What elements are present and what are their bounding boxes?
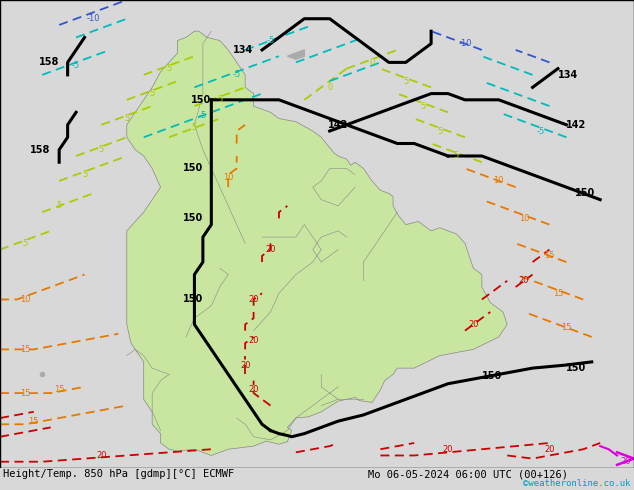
Text: 158: 158 xyxy=(30,145,51,155)
Text: 15: 15 xyxy=(544,251,555,260)
Text: 20: 20 xyxy=(249,295,259,304)
Text: 150: 150 xyxy=(183,213,203,223)
Text: 142: 142 xyxy=(328,120,348,130)
Text: 10: 10 xyxy=(493,176,504,185)
Text: 20: 20 xyxy=(620,457,631,466)
Text: Mo 06-05-2024 06:00 UTC (00+126): Mo 06-05-2024 06:00 UTC (00+126) xyxy=(368,469,567,479)
Text: 142: 142 xyxy=(566,120,586,130)
Text: -5: -5 xyxy=(198,111,207,120)
Text: 0: 0 xyxy=(370,58,375,67)
Text: 5: 5 xyxy=(167,64,172,73)
Text: -5: -5 xyxy=(537,126,545,136)
Text: 0: 0 xyxy=(327,83,332,92)
Text: 5: 5 xyxy=(150,89,155,98)
Text: 20: 20 xyxy=(519,276,529,285)
Text: 5: 5 xyxy=(99,145,104,154)
Text: 20: 20 xyxy=(265,245,276,254)
Text: 15: 15 xyxy=(29,416,39,426)
Text: 20: 20 xyxy=(240,361,250,369)
Text: -10: -10 xyxy=(458,39,472,48)
Text: 5: 5 xyxy=(192,123,197,132)
Text: 150: 150 xyxy=(191,95,211,105)
Text: 5: 5 xyxy=(454,151,459,161)
Text: -10: -10 xyxy=(86,14,100,23)
Text: 5: 5 xyxy=(437,126,442,136)
Text: 15: 15 xyxy=(561,323,572,332)
Text: Height/Temp. 850 hPa [gdmp][°C] ECMWF: Height/Temp. 850 hPa [gdmp][°C] ECMWF xyxy=(3,469,235,479)
Text: 5: 5 xyxy=(217,96,223,104)
Text: 134: 134 xyxy=(558,70,578,80)
Text: 10: 10 xyxy=(519,214,529,223)
Text: 15: 15 xyxy=(20,389,30,397)
Text: 5: 5 xyxy=(124,114,129,123)
Text: 150: 150 xyxy=(183,164,203,173)
Text: 5: 5 xyxy=(403,76,408,86)
Text: 5: 5 xyxy=(23,239,28,248)
Text: 15: 15 xyxy=(553,289,563,298)
Text: 5: 5 xyxy=(420,101,425,111)
Text: 20: 20 xyxy=(544,445,555,454)
Text: 20: 20 xyxy=(249,336,259,344)
Text: 150: 150 xyxy=(575,189,595,198)
Text: 5: 5 xyxy=(56,201,61,210)
Text: 10: 10 xyxy=(223,173,233,182)
Text: 150: 150 xyxy=(183,294,203,304)
Text: ©weatheronline.co.uk: ©weatheronline.co.uk xyxy=(523,479,631,488)
Text: -5: -5 xyxy=(266,36,275,45)
Text: 15: 15 xyxy=(54,386,65,394)
Text: 20: 20 xyxy=(443,445,453,454)
Text: 158: 158 xyxy=(39,57,59,68)
Text: 10: 10 xyxy=(20,295,30,304)
Text: 150: 150 xyxy=(482,370,502,381)
Text: 15: 15 xyxy=(20,345,30,354)
Text: 5: 5 xyxy=(82,170,87,179)
Text: 134: 134 xyxy=(233,45,254,55)
Polygon shape xyxy=(287,50,304,59)
Text: -5: -5 xyxy=(72,61,81,70)
Text: 20: 20 xyxy=(468,320,479,329)
Text: -5: -5 xyxy=(233,71,241,79)
Polygon shape xyxy=(127,31,507,456)
Text: 150: 150 xyxy=(566,363,586,373)
Text: 20: 20 xyxy=(96,451,107,460)
Text: 20: 20 xyxy=(249,386,259,394)
